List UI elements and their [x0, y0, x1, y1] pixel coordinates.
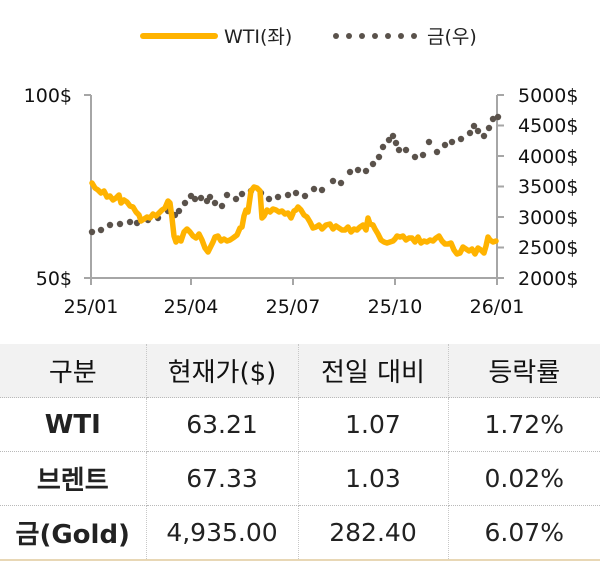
table-row: 브렌트 67.33 1.03 0.02% [0, 451, 600, 506]
legend-label-gold: 금(우) [427, 26, 477, 48]
row-price: 67.33 [146, 451, 299, 506]
row-change: 1.03 [298, 451, 449, 506]
legend-dots-swatch-icon [333, 32, 417, 39]
row-price: 63.21 [146, 397, 299, 452]
left-axis-tick-100: 100$ [24, 85, 72, 107]
x-axis-tick-2501: 25/01 [64, 296, 119, 318]
row-change: 1.07 [298, 397, 449, 452]
right-axis-tick-4500: 4500$ [518, 115, 578, 137]
wti-series [89, 180, 499, 257]
row-name: 금(Gold) [0, 505, 147, 561]
row-name: 브렌트 [0, 451, 147, 506]
chart-axes [84, 94, 504, 285]
row-rate: 0.02% [448, 451, 600, 506]
x-axis-tick-2601: 26/01 [470, 296, 525, 318]
right-axis-tick-3000: 3000$ [518, 207, 578, 229]
right-axis-tick-2000: 2000$ [518, 268, 578, 290]
right-axis-tick-2500: 2500$ [518, 237, 578, 259]
row-name: WTI [0, 397, 147, 452]
header-price: 현재가($) [146, 344, 299, 398]
row-change: 282.40 [298, 505, 449, 561]
gold-series [88, 113, 502, 236]
line-chart: 100$ 50$ 5000$ 4500$ 4000$ 3500$ 3000$ 2… [24, 85, 579, 318]
price-table: 구분 현재가($) 전일 대비 등락률 WTI 63.21 1.07 1.72%… [0, 344, 600, 561]
legend-line-swatch-icon [140, 32, 218, 39]
chart-legend: WTI(좌) 금(우) [0, 22, 600, 56]
row-rate: 1.72% [448, 397, 600, 452]
x-axis-tick-2507: 25/07 [266, 296, 321, 318]
legend-label-wti: WTI(좌) [224, 26, 293, 48]
header-change: 전일 대비 [298, 344, 449, 398]
row-rate: 6.07% [448, 505, 600, 561]
legend-item-wti: WTI(좌) [140, 22, 292, 49]
header-category: 구분 [0, 344, 147, 398]
table-header-row: 구분 현재가($) 전일 대비 등락률 [0, 344, 600, 398]
header-rate: 등락률 [448, 344, 600, 398]
left-axis-tick-50: 50$ [36, 268, 72, 290]
right-axis-tick-3500: 3500$ [518, 176, 578, 198]
table-row: WTI 63.21 1.07 1.72% [0, 397, 600, 452]
table-row: 금(Gold) 4,935.00 282.40 6.07% [0, 505, 600, 561]
x-axis-tick-2504: 25/04 [164, 296, 219, 318]
right-axis-tick-5000: 5000$ [518, 85, 578, 107]
x-axis-tick-2510: 25/10 [368, 296, 423, 318]
right-axis-tick-4000: 4000$ [518, 146, 578, 168]
legend-item-gold: 금(우) [333, 22, 477, 49]
row-price: 4,935.00 [146, 505, 299, 561]
